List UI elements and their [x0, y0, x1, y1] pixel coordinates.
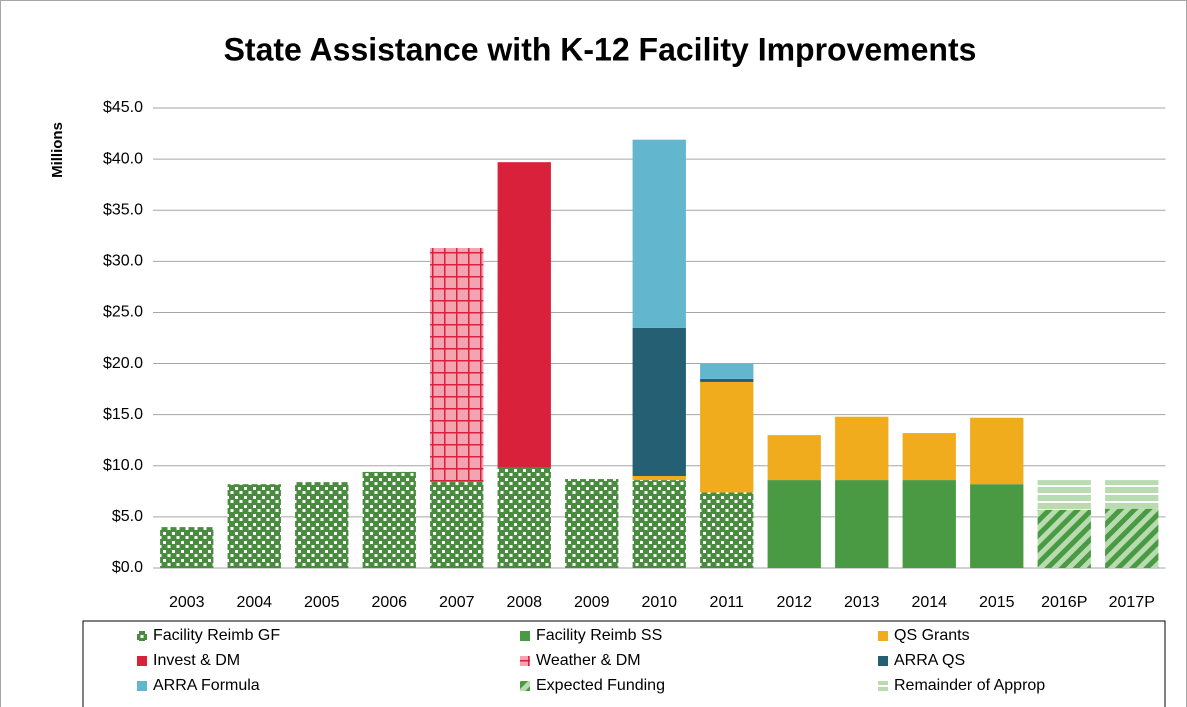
legend-label: Facility Reimb SS [536, 627, 662, 644]
legend-swatch [137, 681, 147, 691]
x-tick-label: 2011 [710, 594, 745, 611]
chart-title: State Assistance with K-12 Facility Impr… [224, 31, 977, 67]
y-tick-label: $30.0 [103, 253, 143, 270]
bar-segment [700, 378, 754, 382]
bar-segment [632, 139, 686, 328]
x-tick-label: 2010 [641, 594, 677, 611]
y-tick-label: $35.0 [103, 201, 143, 218]
bar-segment [160, 527, 214, 568]
bar-segment [430, 481, 484, 568]
bar-segment [430, 248, 484, 482]
y-tick-label: $20.0 [103, 355, 143, 372]
y-tick-label: $40.0 [103, 150, 143, 167]
bar-segment [1105, 508, 1159, 568]
bar-segment [902, 433, 956, 481]
legend-swatch [520, 656, 530, 666]
bar-segment [1037, 480, 1091, 510]
bar-segment [295, 482, 349, 568]
x-tick-label: 2008 [506, 594, 542, 611]
y-tick-label: $5.0 [112, 508, 143, 525]
x-tick-label: 2014 [911, 594, 947, 611]
x-tick-label: 2006 [371, 594, 407, 611]
legend-swatch [520, 631, 530, 641]
bar-segment [767, 435, 821, 481]
legend-swatch [878, 681, 888, 691]
legend-label: Remainder of Approp [894, 677, 1045, 694]
x-tick-label: 2004 [236, 594, 272, 611]
bar-segment [1105, 480, 1159, 509]
bar-segment [970, 484, 1024, 568]
x-tick-label: 2012 [776, 594, 812, 611]
x-tick-label: 2015 [979, 594, 1015, 611]
bar-segment [497, 162, 551, 468]
bar-segment [700, 363, 754, 379]
legend-label: Expected Funding [536, 677, 665, 694]
bar-segment [632, 327, 686, 476]
legend-box [82, 620, 1166, 707]
legend-swatch [520, 681, 530, 691]
y-axis-label: Millions [49, 122, 66, 178]
bar-segment [700, 492, 754, 568]
legend-swatch [878, 656, 888, 666]
bar-segment [970, 417, 1024, 485]
y-tick-label: $0.0 [112, 559, 143, 576]
legend-swatch [137, 631, 147, 641]
bar-segment [902, 480, 956, 568]
legend-label: QS Grants [894, 627, 970, 644]
y-tick-label: $10.0 [103, 457, 143, 474]
bar-segment [835, 416, 889, 481]
bar-segment [227, 484, 281, 568]
legend-swatch [878, 631, 888, 641]
bar-segment [632, 480, 686, 568]
bar-segment [565, 479, 619, 568]
legend-label: ARRA Formula [153, 677, 260, 694]
bar-segment [632, 476, 686, 481]
legend-label: Facility Reimb GF [153, 627, 280, 644]
bar-segment [497, 467, 551, 568]
legend-label: ARRA QS [894, 652, 965, 669]
legend-label: Invest & DM [153, 652, 240, 669]
x-tick-label: 2003 [169, 594, 205, 611]
y-tick-label: $15.0 [103, 406, 143, 423]
x-tick-label: 2007 [439, 594, 475, 611]
y-tick-label: $25.0 [103, 304, 143, 321]
x-tick-label: 2013 [844, 594, 880, 611]
x-tick-label: 2009 [574, 594, 610, 611]
bar-segment [362, 471, 416, 568]
bar-segment [767, 480, 821, 568]
legend-label: Weather & DM [536, 652, 641, 669]
x-tick-label: 2005 [304, 594, 340, 611]
bar-segment [835, 480, 889, 568]
y-tick-label: $45.0 [103, 99, 143, 116]
legend-swatch [137, 656, 147, 666]
x-tick-label: 2016P [1041, 594, 1087, 611]
bar-segment [1037, 509, 1091, 568]
bar-segment [700, 381, 754, 493]
x-tick-label: 2017P [1109, 594, 1155, 611]
